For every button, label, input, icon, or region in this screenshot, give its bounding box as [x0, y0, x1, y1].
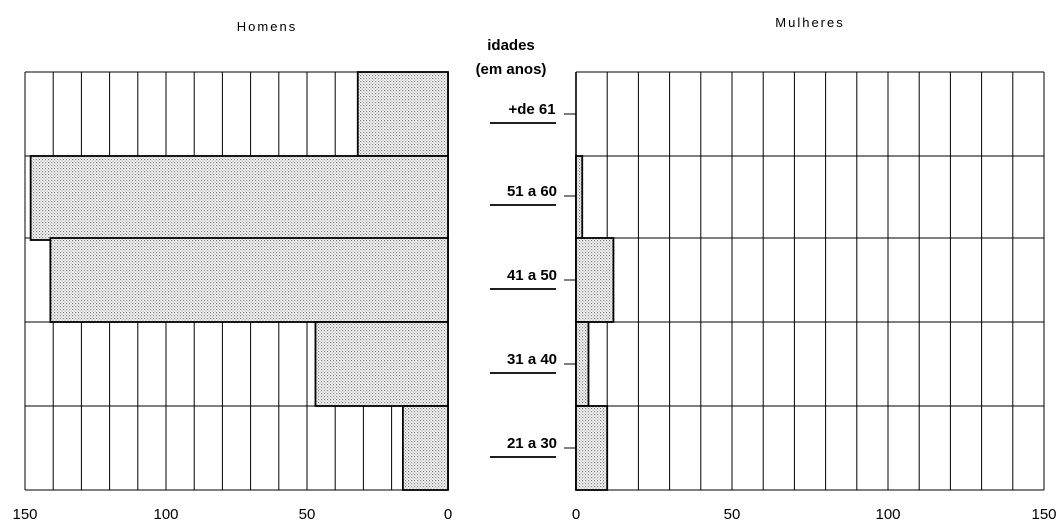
men-bar-3	[314, 321, 449, 407]
women-panel-title: Mulheres	[775, 15, 844, 30]
age-label: 21 a 30	[507, 435, 557, 452]
women-bar-4	[575, 405, 609, 491]
women-x-tick-label: 50	[724, 506, 741, 523]
women-panel: 0 50 100 150	[572, 71, 1057, 523]
age-axis-heading: idades	[487, 37, 535, 54]
women-x-tick-label: 0	[572, 506, 580, 523]
age-axis-unit: (em anos)	[476, 61, 547, 78]
women-bar-1	[575, 155, 584, 241]
age-label: 31 a 40	[507, 351, 557, 368]
age-label: 41 a 50	[507, 267, 557, 284]
men-x-tick-label: 50	[299, 506, 316, 523]
age-label: +de 61	[508, 101, 555, 118]
women-bar-2	[575, 237, 615, 323]
men-x-tick-label: 0	[444, 506, 452, 523]
men-panel-title: Homens	[237, 19, 297, 34]
men-x-tick-label: 150	[12, 506, 37, 523]
men-bar-1	[29, 155, 449, 241]
age-labels: +de 61 51 a 60 41 a 50 31 a 40 21 a 30	[490, 101, 576, 458]
women-bar-3	[575, 321, 590, 407]
men-bar-4	[401, 405, 449, 491]
men-panel: 150 100 50 0	[12, 71, 452, 523]
men-bar-0	[356, 71, 449, 157]
age-label: 51 a 60	[507, 183, 557, 200]
men-x-tick-label: 100	[153, 506, 178, 523]
women-x-tick-label: 150	[1031, 506, 1056, 523]
women-x-tick-label: 100	[875, 506, 900, 523]
men-bar-2	[49, 237, 449, 323]
